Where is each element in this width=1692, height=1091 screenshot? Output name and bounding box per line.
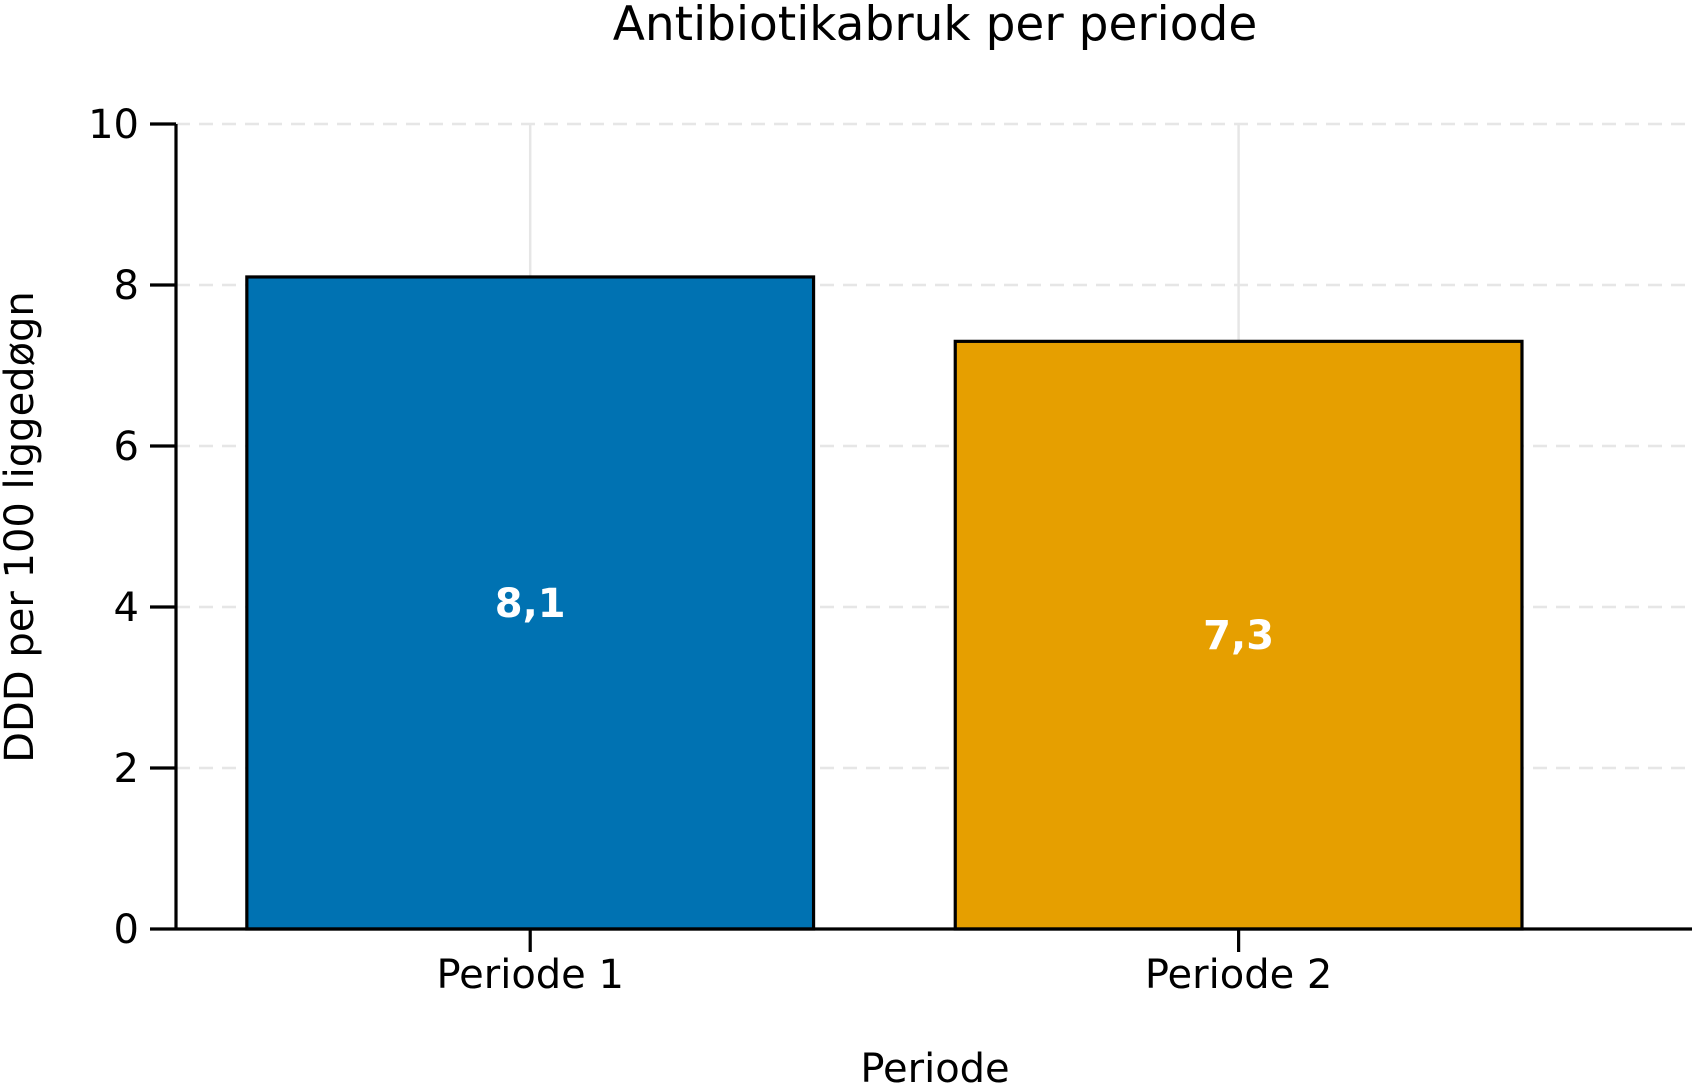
x-tick-label: Periode 1 xyxy=(436,952,624,998)
y-tick-label: 6 xyxy=(114,424,139,470)
y-tick-label: 10 xyxy=(88,102,139,148)
bars: 8,1 7,3 xyxy=(245,275,1524,931)
y-tick-label: 0 xyxy=(114,907,139,953)
x-axis-label: Periode xyxy=(860,1046,1009,1091)
y-tick-label: 4 xyxy=(114,585,139,631)
x-tick-label: Periode 2 xyxy=(1145,952,1333,998)
ticks: 0 2 4 6 8 10 Periode 1 Periode 2 xyxy=(88,102,1332,998)
bar-2 xyxy=(953,339,1524,931)
bar-value-label: 7,3 xyxy=(1203,613,1274,659)
y-axis-label: DDD per 100 liggedøgn xyxy=(0,291,43,763)
bar-1 xyxy=(245,275,816,931)
y-tick-label: 2 xyxy=(114,746,139,792)
bar-value-label: 8,1 xyxy=(495,581,566,627)
y-tick-label: 8 xyxy=(114,263,139,309)
axes xyxy=(174,124,1692,931)
chart-title: Antibiotikabruk per periode xyxy=(613,0,1258,52)
